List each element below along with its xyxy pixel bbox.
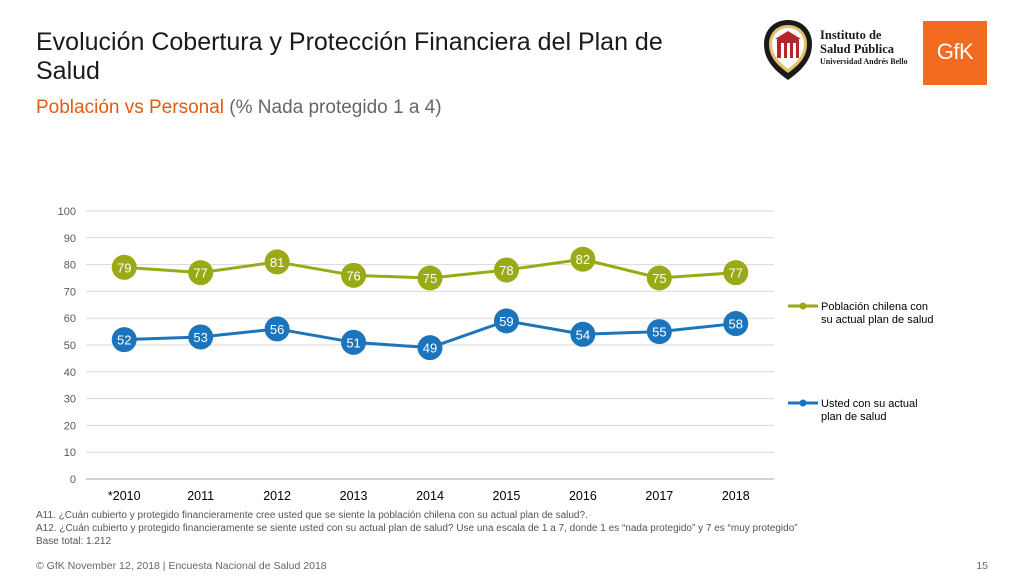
- subtitle-main: Población vs Personal: [36, 97, 224, 118]
- data-label: 49: [423, 341, 437, 356]
- x-tick-label: 2016: [569, 489, 597, 503]
- data-point: [646, 265, 672, 291]
- footnotes: A11. ¿Cuán cubierto y protegido financie…: [36, 509, 798, 548]
- y-tick-label: 10: [64, 447, 76, 459]
- y-tick-label: 60: [64, 313, 76, 325]
- x-tick-label: 2018: [722, 489, 750, 503]
- data-label: 79: [117, 260, 131, 275]
- data-label: 82: [576, 252, 590, 267]
- footnote-a12: A12. ¿Cuán cubierto y protegido financie…: [36, 523, 798, 534]
- x-tick-label: 2012: [263, 489, 291, 503]
- data-point: [188, 324, 214, 350]
- data-point: [264, 249, 290, 275]
- legend-swatch-marker: [799, 399, 807, 407]
- subtitle-note: (% Nada protegido 1 a 4): [229, 97, 442, 118]
- legend-label: Usted con su actual: [821, 398, 918, 410]
- x-tick-label: 2011: [187, 489, 214, 503]
- page-number: 15: [976, 560, 988, 572]
- data-label: 52: [117, 333, 131, 348]
- y-tick-label: 80: [64, 260, 76, 272]
- x-tick-label: *2010: [108, 489, 141, 503]
- footnote-base: Base total: 1.212: [36, 536, 112, 547]
- data-point: [111, 327, 137, 353]
- gfk-logo: GfK: [923, 21, 987, 85]
- data-point: [570, 246, 596, 272]
- x-tick-label: 2017: [645, 489, 673, 503]
- page-title: Evolución Cobertura y Protección Financi…: [36, 28, 663, 85]
- y-tick-label: 20: [64, 420, 76, 432]
- data-label: 59: [499, 314, 513, 329]
- data-label: 51: [346, 335, 360, 350]
- legend-label: su actual plan de salud: [821, 314, 934, 326]
- data-point: [723, 311, 749, 337]
- legend-label: Población chilena con: [821, 301, 928, 313]
- data-point: [493, 308, 519, 334]
- page-subtitle: Población vs Personal (% Nada protegido …: [36, 97, 442, 119]
- data-point: [341, 329, 367, 355]
- y-tick-label: 100: [58, 206, 76, 218]
- x-tick-label: 2013: [340, 489, 368, 503]
- y-tick-label: 70: [64, 286, 76, 298]
- data-point: [493, 257, 519, 283]
- isp-line2: Salud Pública: [820, 42, 894, 56]
- data-point: [417, 265, 443, 291]
- data-point: [417, 335, 443, 361]
- data-label: 76: [346, 268, 360, 283]
- data-point: [646, 319, 672, 345]
- isp-line3: Universidad Andrés Bello: [820, 57, 908, 66]
- data-label: 56: [270, 322, 284, 337]
- y-tick-label: 40: [64, 367, 76, 379]
- data-point: [188, 260, 214, 286]
- isp-seal-icon: [764, 20, 812, 80]
- footnote-a11: A11. ¿Cuán cubierto y protegido financie…: [36, 510, 588, 521]
- data-point: [341, 262, 367, 288]
- gfk-logo-text: GfK: [936, 39, 974, 64]
- data-label: 75: [652, 271, 666, 286]
- data-label: 53: [193, 330, 207, 345]
- x-tick-label: 2015: [493, 489, 521, 503]
- data-point: [723, 260, 749, 286]
- data-label: 77: [729, 266, 743, 281]
- data-label: 81: [270, 255, 284, 270]
- isp-logo: Instituto de Salud Pública Universidad A…: [762, 18, 922, 84]
- y-tick-label: 0: [70, 474, 76, 486]
- data-label: 55: [652, 325, 666, 340]
- data-label: 58: [729, 317, 743, 332]
- footer: © GfK November 12, 2018 | Encuesta Nacio…: [36, 560, 988, 572]
- data-label: 75: [423, 271, 437, 286]
- isp-logo-text: Instituto de Salud Pública Universidad A…: [820, 28, 908, 68]
- data-label: 54: [576, 327, 590, 342]
- data-label: 77: [193, 266, 207, 281]
- data-point: [111, 254, 137, 280]
- legend-label: plan de salud: [821, 411, 886, 423]
- footer-text: © GfK November 12, 2018 | Encuesta Nacio…: [36, 560, 327, 572]
- x-tick-label: 2014: [416, 489, 444, 503]
- y-tick-label: 30: [64, 394, 76, 406]
- y-tick-label: 50: [64, 340, 76, 352]
- legend-swatch-marker: [799, 302, 807, 310]
- data-point: [570, 321, 596, 347]
- data-point: [264, 316, 290, 342]
- data-label: 78: [499, 263, 513, 278]
- isp-line1: Instituto de: [820, 28, 882, 42]
- y-tick-label: 90: [64, 233, 76, 245]
